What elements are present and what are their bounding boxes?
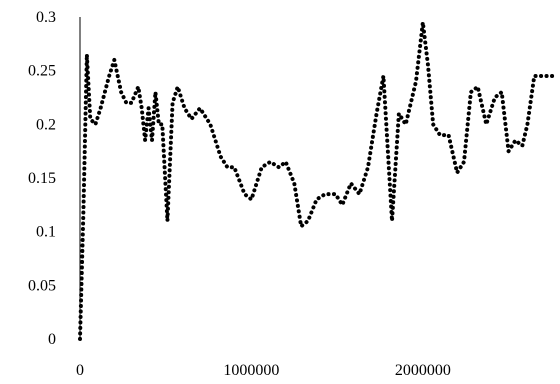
x-tick-label: 1000000	[223, 362, 279, 379]
y-tick-label: 0.05	[28, 277, 56, 294]
y-tick-label: 0.3	[36, 9, 56, 26]
y-tick-label: 0.2	[36, 116, 56, 133]
y-axis-tick-labels: 0 0.05 0.1 0.15 0.2 0.25 0.3	[28, 9, 56, 348]
y-tick-label: 0.15	[28, 170, 56, 187]
x-tick-label: 2000000	[395, 362, 451, 379]
series-line	[78, 20, 556, 341]
x-axis-tick-labels: 0 1000000 2000000	[76, 362, 451, 379]
y-tick-label: 0.1	[36, 224, 56, 241]
y-tick-label: 0	[48, 331, 56, 348]
y-tick-label: 0.25	[28, 63, 56, 80]
x-tick-label: 0	[76, 362, 84, 379]
series-1	[78, 20, 556, 341]
